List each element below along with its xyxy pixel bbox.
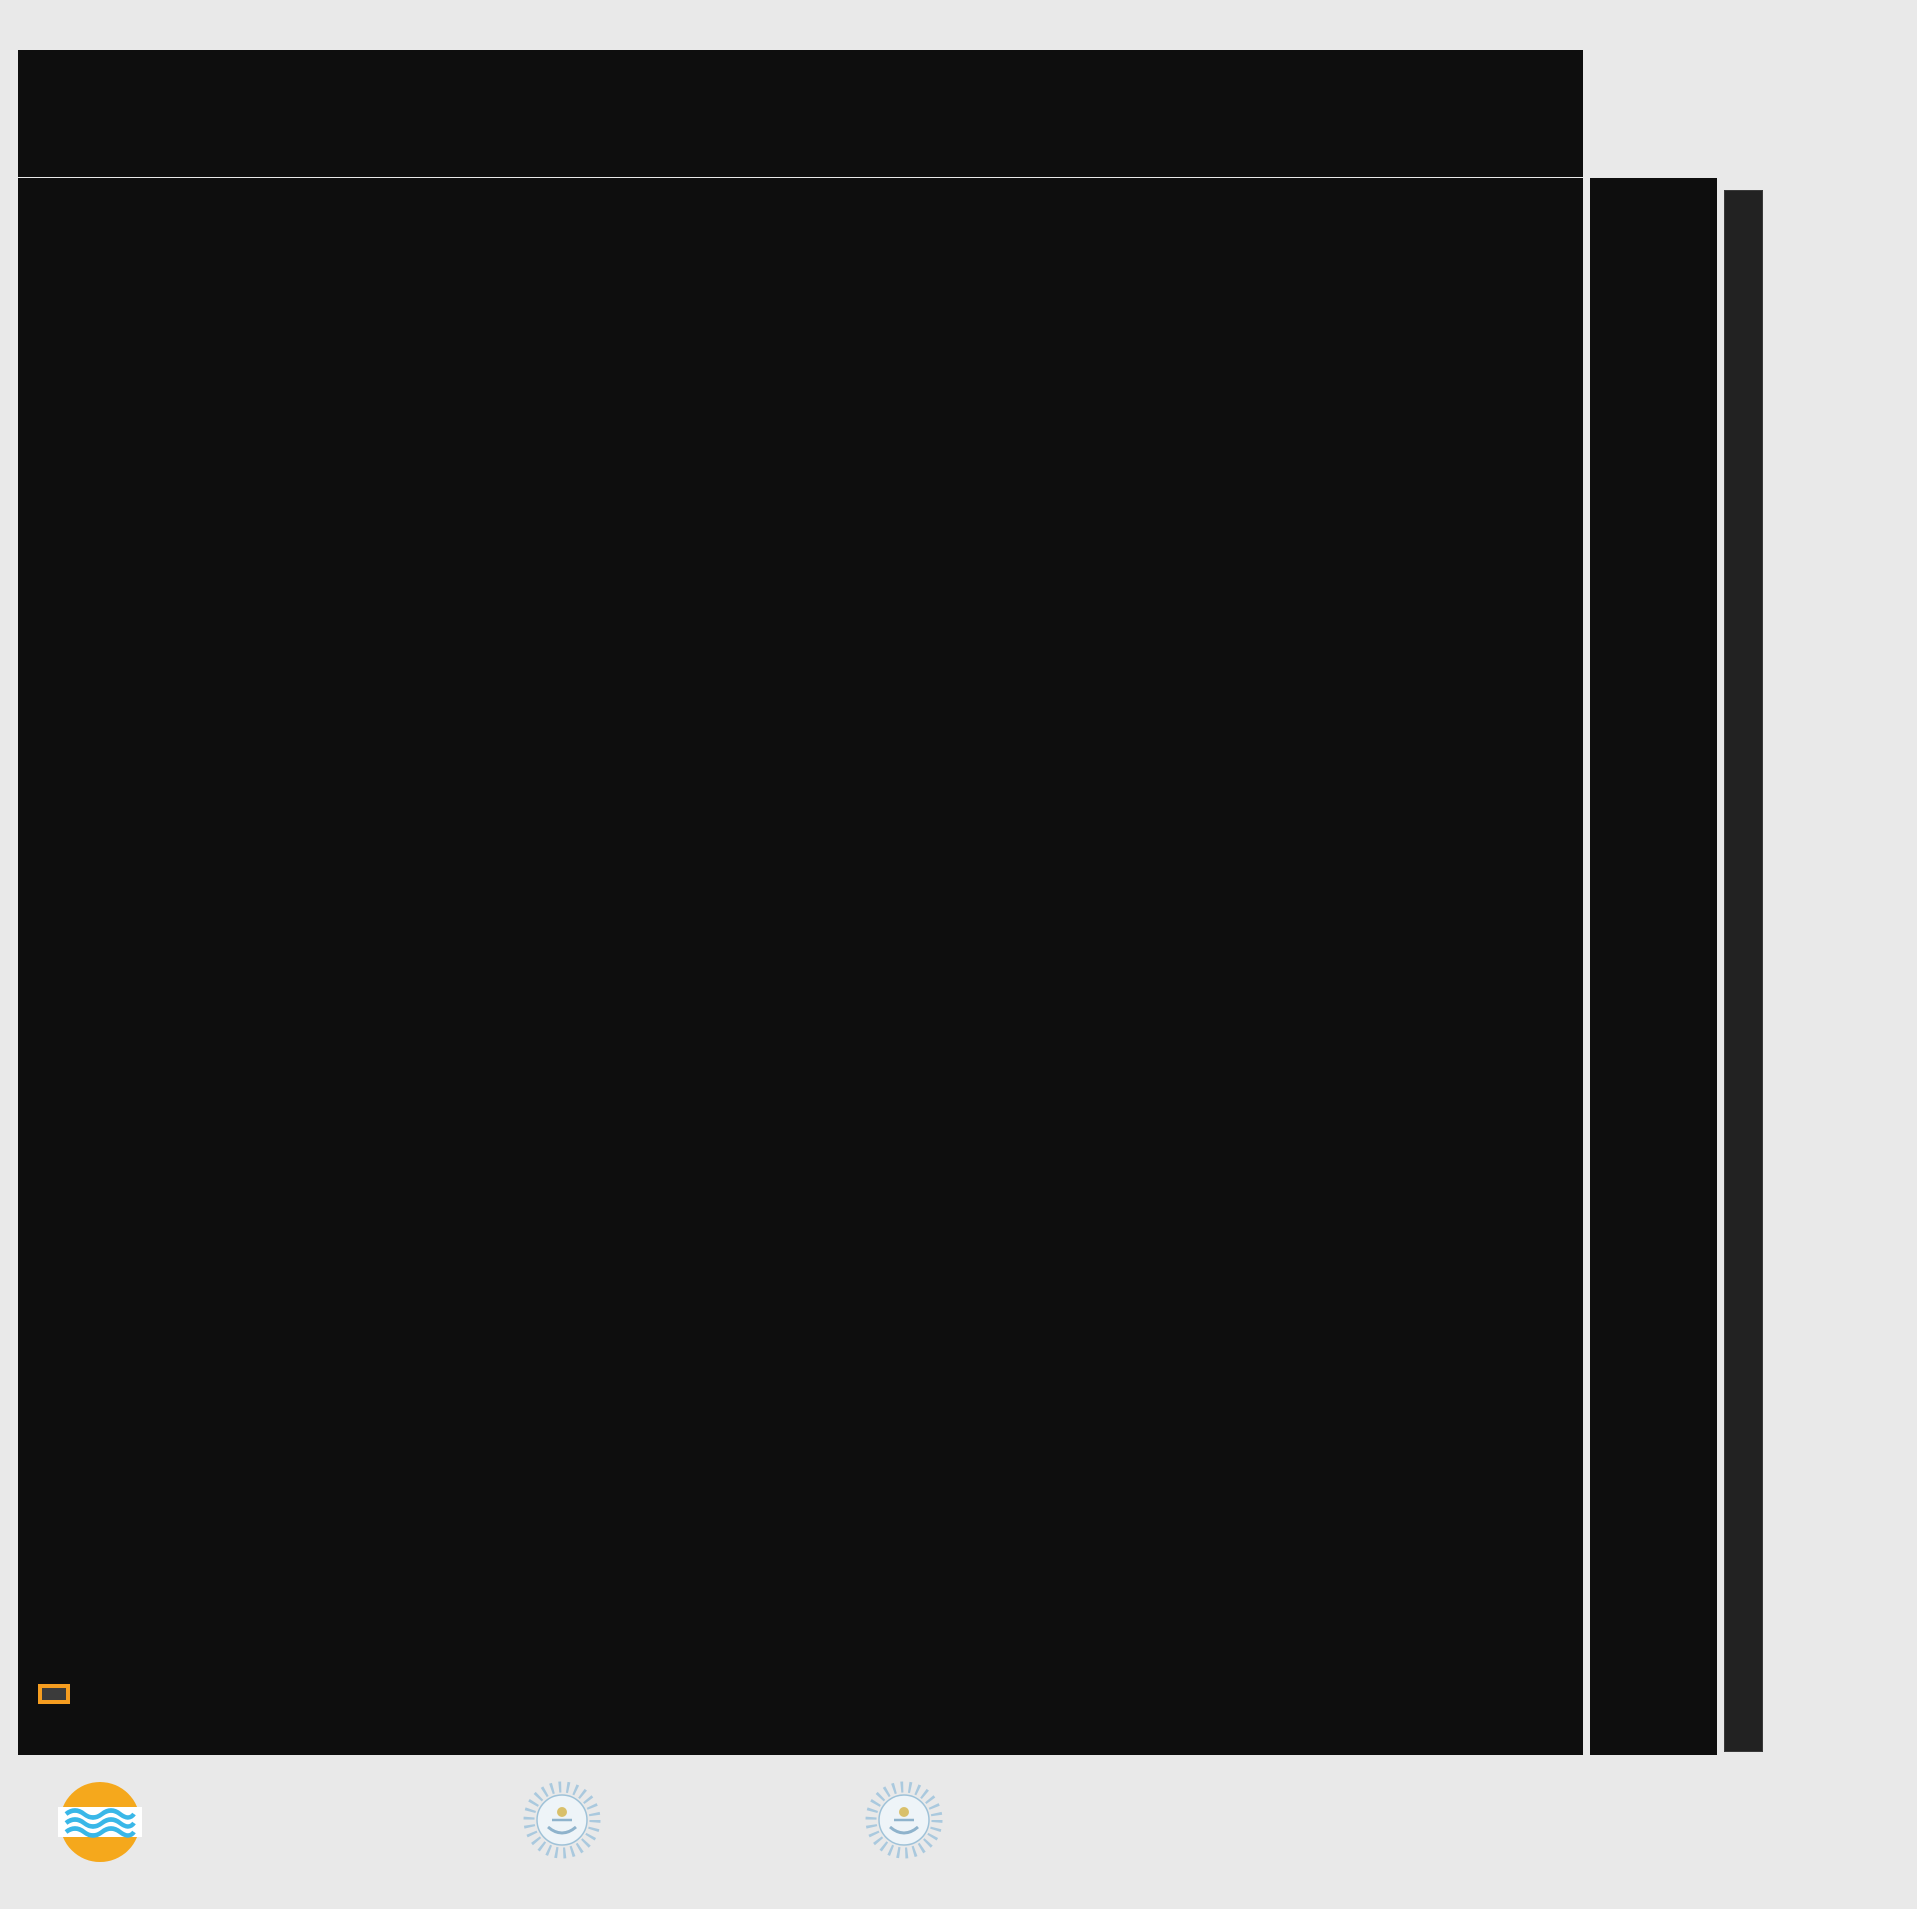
sun-emblem-economia-icon	[865, 1781, 943, 1859]
main-radar-panel	[18, 178, 1583, 1755]
dbz-colorbar	[1724, 190, 1763, 1752]
xz-cross-section-canvas	[18, 50, 1583, 177]
radar-canvas	[18, 178, 1583, 1755]
yz-cross-section-panel	[1590, 178, 1717, 1755]
sun-emblem-defensa-icon	[523, 1781, 601, 1859]
xz-cross-section-panel	[18, 50, 1583, 177]
yz-cross-section-canvas	[1590, 178, 1717, 1755]
warning-box	[38, 1684, 70, 1704]
footer	[0, 1758, 1917, 1909]
city-layer	[18, 178, 1583, 1755]
smn-logo-icon	[58, 1782, 142, 1862]
